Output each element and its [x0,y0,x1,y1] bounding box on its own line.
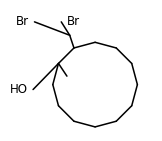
Text: HO: HO [9,83,27,96]
Text: Br: Br [67,15,80,28]
Text: Br: Br [16,15,29,28]
